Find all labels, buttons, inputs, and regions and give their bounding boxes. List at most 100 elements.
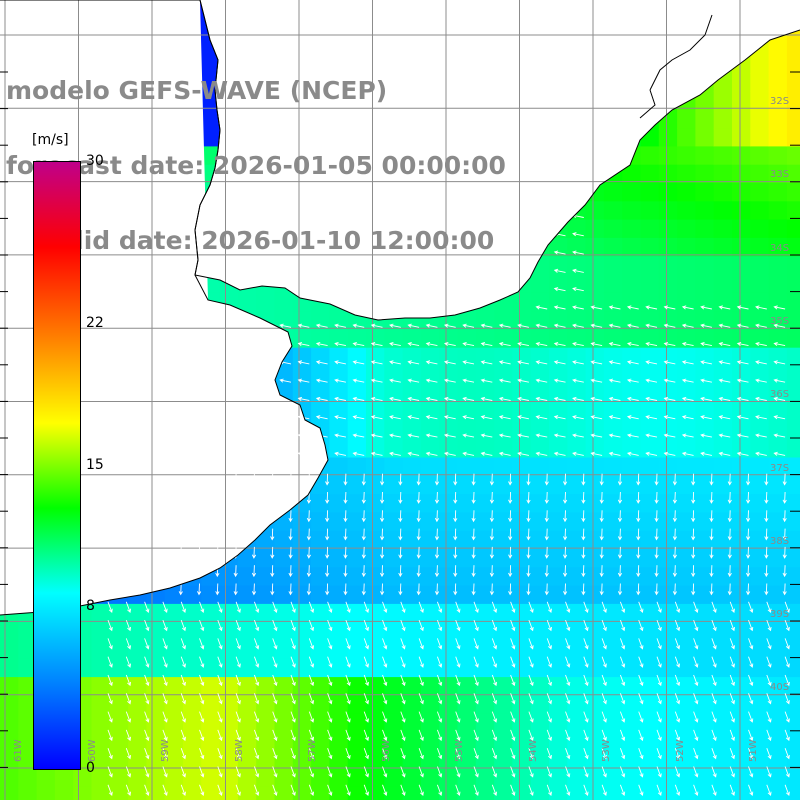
wind-speed-cell: [658, 603, 678, 623]
wind-arrow: [125, 674, 132, 687]
wind-speed-cell: [530, 786, 550, 800]
wind-speed-cell: [366, 567, 385, 587]
wind-arrow: [144, 784, 150, 796]
wind-arrow: [782, 510, 787, 523]
wind-speed-cell: [494, 603, 513, 623]
wind-speed-cell: [713, 439, 733, 458]
wind-arrow: [766, 693, 772, 705]
wind-speed-cell: [768, 164, 788, 184]
wind-arrow: [645, 378, 658, 383]
wind-arrow: [546, 784, 552, 796]
wind-arrow: [352, 415, 365, 420]
wind-speed-cell: [732, 567, 751, 587]
wind-arrow: [199, 601, 205, 613]
wind-arrow: [691, 473, 696, 486]
wind-arrow: [462, 433, 475, 438]
wind-arrow: [345, 711, 351, 723]
wind-arrow: [766, 656, 772, 668]
wind-arrow: [308, 656, 315, 668]
wind-arrow: [565, 674, 571, 687]
wind-speed-cell: [512, 292, 532, 312]
wind-speed-cell: [512, 457, 532, 477]
wind-speed-cell: [457, 549, 477, 568]
wind-arrow: [709, 528, 714, 541]
wind-speed-cell: [329, 384, 349, 404]
wind-arrow: [590, 305, 603, 310]
wind-arrow: [425, 396, 438, 401]
wind-speed-cell: [640, 183, 660, 202]
wind-speed-cell: [786, 713, 800, 733]
wind-arrow: [546, 748, 552, 760]
wind-speed-cell: [420, 439, 440, 458]
wind-speed-cell: [585, 457, 605, 477]
wind-speed-cell: [677, 786, 696, 800]
wind-speed-cell: [439, 457, 458, 477]
wind-speed-cell: [457, 713, 477, 733]
wind-speed-cell: [292, 530, 312, 550]
wind-speed-cell: [677, 695, 696, 715]
wind-speed-cell: [622, 622, 641, 641]
wind-arrow: [608, 433, 621, 438]
wind-arrow: [528, 656, 534, 668]
wind-speed-cell: [164, 732, 184, 751]
wind-speed-cell: [402, 384, 422, 404]
wind-arrow: [425, 341, 438, 347]
wind-speed-cell: [677, 128, 696, 147]
wind-speed-cell: [750, 402, 770, 422]
wind-arrow: [508, 510, 513, 523]
wind-speed-cell: [622, 457, 641, 477]
wind-arrow: [434, 491, 440, 504]
wind-arrow: [260, 433, 273, 438]
latitude-label: 40S: [770, 682, 790, 694]
longitude-label: 54W: [527, 739, 539, 762]
wind-arrow: [389, 433, 401, 438]
wind-arrow: [290, 748, 296, 760]
wind-speed-cell: [109, 786, 129, 800]
wind-arrow: [645, 323, 658, 328]
wind-speed-cell: [732, 640, 751, 660]
wind-speed-cell: [603, 347, 623, 367]
wind-speed-cell: [732, 603, 751, 623]
wind-speed-cell: [402, 677, 422, 696]
wind-arrow: [389, 396, 401, 401]
wind-arrow: [601, 748, 607, 760]
wind-arrow: [562, 473, 568, 486]
wind-speed-cell: [494, 512, 513, 532]
wind-arrow: [325, 546, 330, 559]
wind-arrow: [654, 528, 659, 541]
wind-speed-cell: [567, 658, 587, 678]
wind-speed-cell: [732, 274, 751, 294]
wind-arrow: [443, 396, 456, 401]
wind-speed-cell: [457, 475, 477, 495]
wind-speed-cell: [329, 732, 349, 751]
wind-speed-cell: [366, 494, 385, 513]
wind-arrow: [581, 546, 586, 559]
wind-speed-cell: [713, 567, 733, 587]
wind-speed-cell: [622, 201, 641, 221]
wind-arrow: [663, 323, 676, 328]
wind-arrow: [290, 674, 296, 687]
wind-speed-cell: [366, 786, 385, 800]
wind-speed-cell: [585, 256, 605, 275]
wind-arrow: [382, 619, 388, 632]
wind-arrow: [343, 546, 348, 559]
wind-speed-cell: [219, 695, 239, 715]
wind-speed-cell: [475, 750, 495, 770]
wind-speed-cell: [768, 237, 788, 257]
wind-speed-cell: [475, 549, 495, 568]
wind-arrow: [626, 415, 639, 420]
wind-arrow: [681, 341, 694, 347]
latitude-label: 37S: [770, 462, 790, 474]
wind-arrow: [784, 729, 790, 742]
wind-speed-cell: [329, 494, 349, 513]
wind-arrow: [773, 360, 786, 365]
wind-arrow: [766, 748, 772, 760]
wind-speed-cell: [420, 768, 440, 788]
wind-speed-cell: [91, 603, 111, 623]
wind-speed-cell: [567, 732, 587, 751]
wind-speed-cell: [274, 366, 294, 385]
wind-speed-cell: [384, 768, 404, 788]
wind-speed-cell: [402, 640, 422, 660]
wind-arrow: [473, 601, 479, 613]
